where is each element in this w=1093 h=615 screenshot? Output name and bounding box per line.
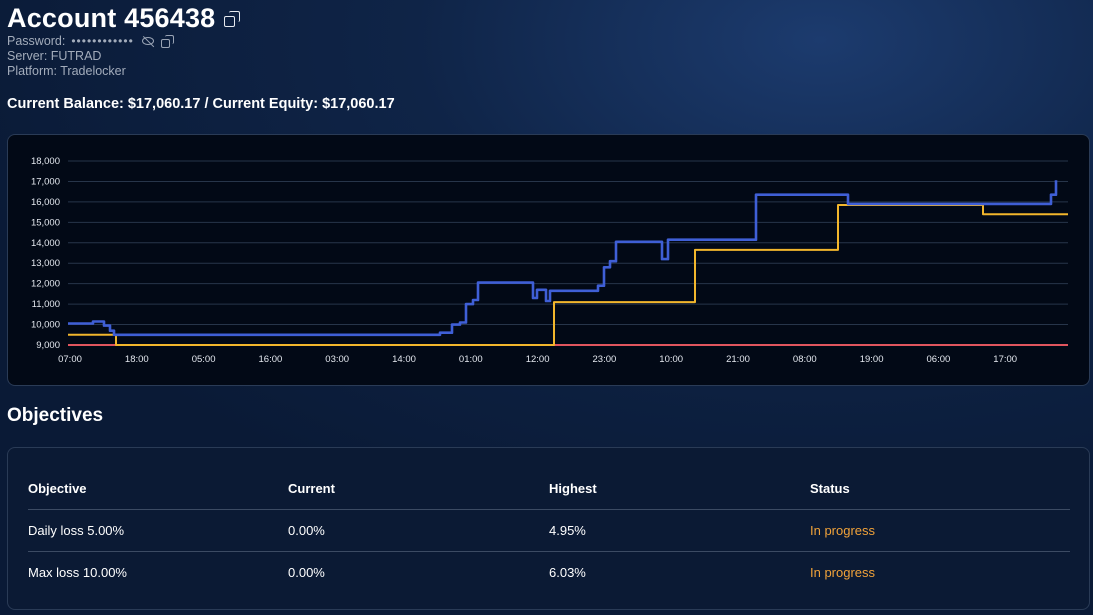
y-axis-ticks: 9,000 10,000 11,000 12,000 13,000 14,000 15,00… [31, 156, 60, 351]
y-tick-label: 12,000 [31, 279, 60, 290]
objectives-panel: Objective Current Highest Status Daily l… [7, 447, 1090, 610]
x-tick-label: 01:00 [459, 354, 483, 365]
status-badge: In progress [810, 523, 876, 538]
objective-name: Daily loss 5.00% [28, 523, 125, 538]
equity-chart: 9,000 10,000 11,000 12,000 13,000 14,000 15,00… [31, 156, 1068, 365]
server-info: Server: FUTRAD [7, 48, 101, 64]
eye-off-icon[interactable] [141, 35, 156, 48]
account-title: Account 456438 [7, 2, 216, 33]
x-tick-label: 06:00 [927, 354, 951, 365]
x-tick-label: 08:00 [793, 354, 817, 365]
header-current: Current [288, 481, 335, 496]
objective-name: Max loss 10.00% [28, 565, 127, 580]
chart-gridlines [68, 160, 1068, 346]
x-tick-label: 21:00 [726, 354, 750, 365]
x-tick-label: 05:00 [192, 354, 216, 365]
table-row: Daily loss 5.00% 0.00% 4.95% In progress [28, 510, 1070, 552]
y-tick-label: 10,000 [31, 320, 60, 331]
objectives-table: Objective Current Highest Status Daily l… [28, 468, 1070, 593]
copy-icon[interactable] [224, 11, 241, 28]
equity-series-line [68, 180, 1058, 337]
table-header-row: Objective Current Highest Status [28, 468, 1070, 510]
x-tick-label: 16:00 [259, 354, 283, 365]
x-tick-label: 12:00 [526, 354, 550, 365]
table-row: Max loss 10.00% 0.00% 6.03% In progress [28, 552, 1070, 593]
platform-info: Platform: Tradelocker [7, 63, 126, 79]
y-tick-label: 17,000 [31, 176, 60, 187]
y-tick-label: 13,000 [31, 258, 60, 269]
server-label: Server: FUTRAD [7, 49, 102, 63]
y-tick-label: 9,000 [36, 340, 60, 351]
y-tick-label: 18,000 [31, 156, 60, 167]
equity-chart-panel: 9,000 10,000 11,000 12,000 13,000 14,000 15,00… [7, 134, 1090, 386]
x-tick-label: 07:00 [58, 354, 82, 365]
status-badge: In progress [810, 565, 876, 580]
chart-series [68, 180, 1068, 346]
y-tick-label: 16,000 [31, 197, 60, 208]
y-tick-label: 15,000 [31, 217, 60, 228]
x-tick-label: 17:00 [993, 354, 1017, 365]
objective-highest: 6.03% [549, 565, 586, 580]
account-header: Account 456438 [7, 2, 241, 34]
objective-current: 0.00% [288, 565, 325, 580]
x-tick-label: 03:00 [325, 354, 349, 365]
password-value: •••••••••••• [71, 34, 134, 48]
password-label: Password: [7, 34, 66, 48]
platform-label: Platform: Tradelocker [7, 64, 126, 78]
copy-password-icon[interactable] [160, 34, 174, 48]
balance-summary: Current Balance: $17,060.17 / Current Eq… [7, 96, 395, 112]
objectives-title: Objectives [7, 405, 104, 426]
x-tick-label: 19:00 [860, 354, 884, 365]
x-tick-label: 18:00 [125, 354, 149, 365]
x-tick-label: 10:00 [659, 354, 683, 365]
y-tick-label: 14,000 [31, 238, 60, 249]
balance-series-line [68, 204, 1068, 346]
password-row: Password: •••••••••••• [7, 33, 174, 49]
header-objective: Objective [28, 481, 87, 496]
header-highest: Highest [549, 481, 597, 496]
header-status: Status [810, 481, 850, 496]
objective-highest: 4.95% [549, 523, 586, 538]
y-tick-label: 11,000 [32, 299, 60, 310]
x-tick-label: 14:00 [392, 354, 416, 365]
x-tick-label: 23:00 [593, 354, 617, 365]
objective-current: 0.00% [288, 523, 325, 538]
x-axis-ticks: 07:00 18:00 05:00 16:00 03:00 14:00 01:00 12:00… [58, 354, 1017, 365]
